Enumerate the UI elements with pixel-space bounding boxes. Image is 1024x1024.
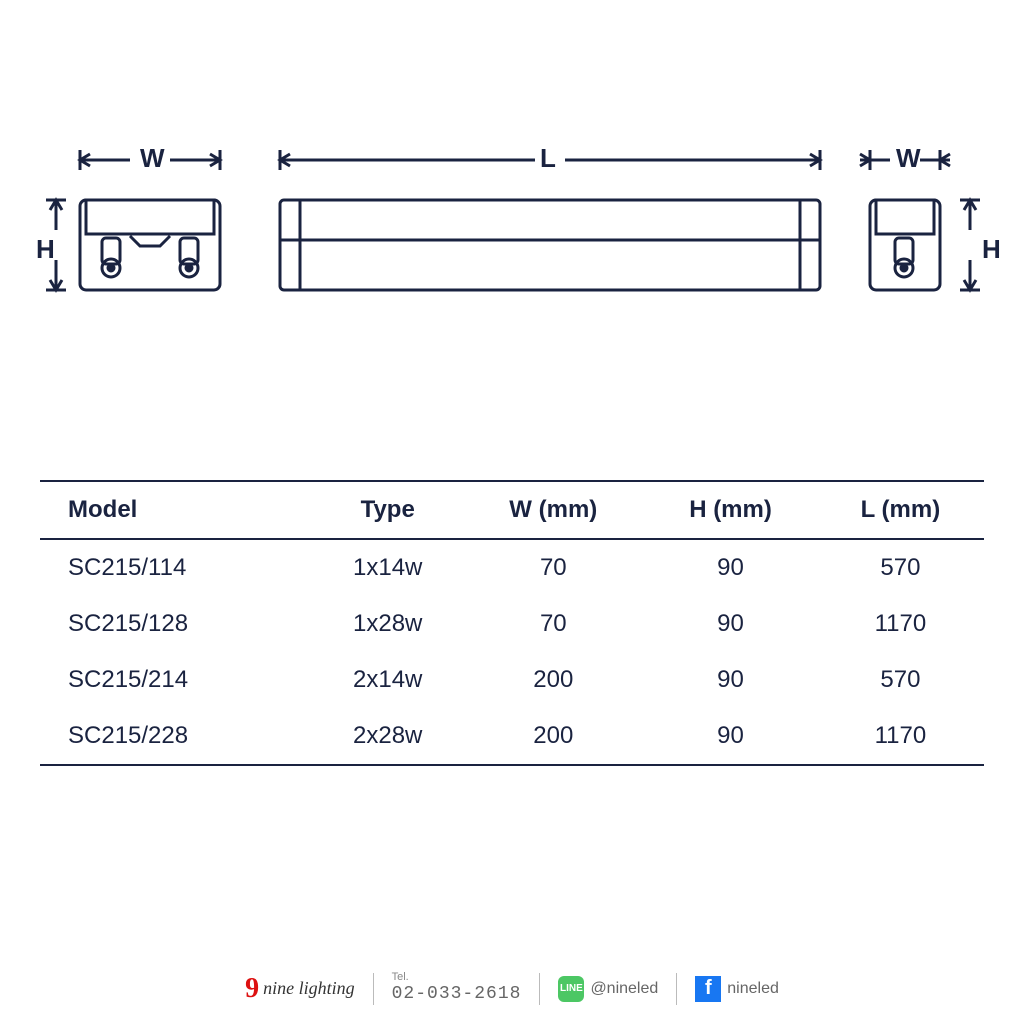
- dimension-diagram: W H L: [40, 140, 984, 340]
- table-header-row: Model Type W (mm) H (mm) L (mm): [40, 481, 984, 539]
- footer-divider: [539, 973, 540, 1005]
- fb-handle: nineled: [727, 980, 779, 998]
- logo-9: 9: [245, 973, 259, 1005]
- col-type: Type: [313, 481, 462, 539]
- h-label-right: H: [982, 234, 1001, 265]
- table-row: SC215/214 2x14w 200 90 570: [40, 652, 984, 708]
- logo-text: nine lighting: [263, 978, 355, 999]
- l-label: L: [540, 143, 556, 174]
- tel-block: Tel. 02-033-2618: [392, 971, 522, 1006]
- brand-logo: 9 nine lighting: [245, 973, 355, 1005]
- line-handle: @nineled: [590, 980, 658, 998]
- w-label-right: W: [896, 143, 921, 174]
- footer-divider: [373, 973, 374, 1005]
- footer: 9 nine lighting Tel. 02-033-2618 LINE @n…: [0, 971, 1024, 1006]
- table-row: SC215/228 2x28w 200 90 1170: [40, 708, 984, 765]
- footer-divider: [676, 973, 677, 1005]
- h-label-left: H: [36, 234, 55, 265]
- table-row: SC215/128 1x28w 70 90 1170: [40, 596, 984, 652]
- col-model: Model: [40, 481, 313, 539]
- spec-table: Model Type W (mm) H (mm) L (mm) SC215/11…: [40, 480, 984, 766]
- w-label-left: W: [140, 143, 165, 174]
- line-icon: LINE: [558, 976, 584, 1002]
- fb-social: f nineled: [695, 976, 779, 1002]
- line-social: LINE @nineled: [558, 976, 658, 1002]
- tel-label: Tel.: [392, 971, 522, 984]
- facebook-icon: f: [695, 976, 721, 1002]
- col-w: W (mm): [462, 481, 644, 539]
- spec-table-wrap: Model Type W (mm) H (mm) L (mm) SC215/11…: [40, 480, 984, 766]
- table-row: SC215/114 1x14w 70 90 570: [40, 539, 984, 596]
- tel-number: 02-033-2618: [392, 984, 522, 1006]
- col-h: H (mm): [644, 481, 817, 539]
- col-l: L (mm): [817, 481, 984, 539]
